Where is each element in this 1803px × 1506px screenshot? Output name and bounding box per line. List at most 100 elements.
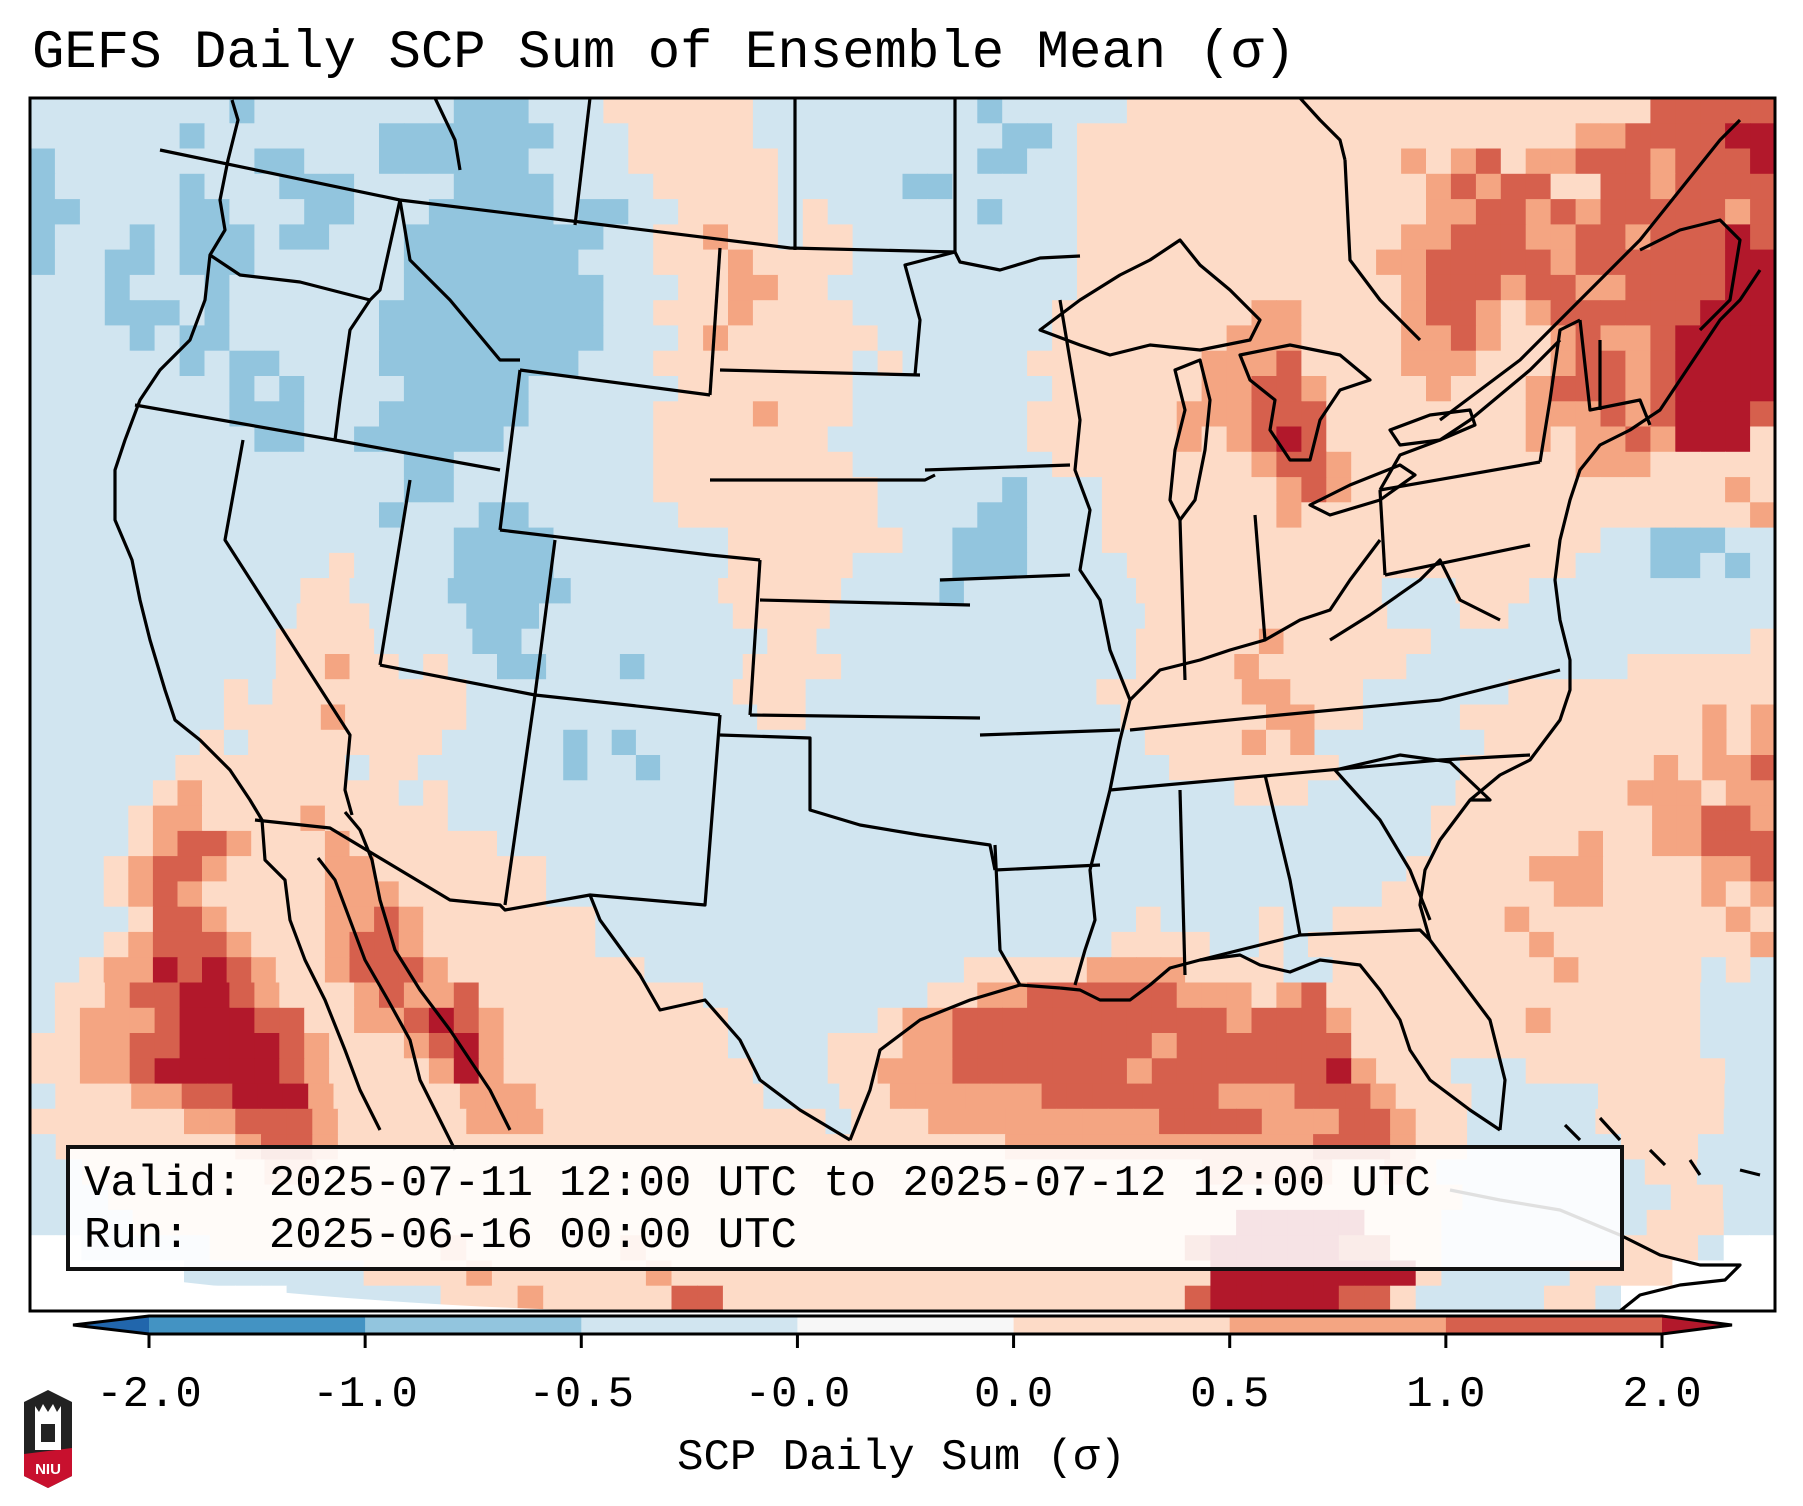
raster-cell [777,300,804,327]
raster-cell [829,729,855,756]
raster-cell [1480,931,1506,958]
raster-cell [1126,224,1153,251]
raster-cell [1676,578,1702,604]
raster-cell [1376,325,1402,352]
raster-cell [1169,729,1194,756]
raster-cell [54,224,81,251]
raster-cell [1013,578,1039,604]
raster-cell [653,173,679,200]
raster-cell [1553,957,1579,984]
raster-cell [1625,199,1651,225]
raster-cell [30,300,56,327]
raster-cell [423,805,449,832]
raster-cell [1702,755,1728,781]
raster-cell [1072,755,1097,781]
raster-cell [129,1007,156,1034]
raster-cell [279,982,305,1009]
raster-cell [30,350,56,377]
raster-cell [1556,729,1582,756]
raster-cell [1107,1285,1135,1311]
raster-cell [30,704,55,731]
raster-cell [1426,98,1452,124]
raster-cell [1326,426,1352,453]
raster-cell [254,1033,280,1059]
raster-cell [1023,755,1049,781]
raster-cell [678,98,704,124]
raster-cell [279,376,305,402]
raster-cell [1176,1007,1203,1034]
raster-cell [1226,982,1253,1009]
raster-cell [184,1108,211,1135]
raster-cell [757,679,782,706]
raster-cell [1700,1058,1726,1085]
raster-cell [398,805,424,832]
raster-cell [329,350,355,377]
raster-cell [354,401,380,428]
raster-cell [374,830,400,857]
raster-cell [952,300,978,327]
raster-cell [553,1007,579,1034]
raster-cell [1159,1285,1186,1311]
raster-cell [229,224,255,251]
raster-cell [272,729,298,756]
raster-cell [528,426,555,453]
raster-cell [1675,1058,1701,1085]
raster-cell [902,148,928,175]
raster-cell [1673,1083,1700,1110]
raster-cell [1169,755,1194,781]
raster-cell [767,906,793,933]
raster-cell [1201,982,1228,1009]
raster-cell [251,906,277,933]
raster-cell [1500,274,1527,301]
colorbar-segment [149,1316,366,1334]
raster-cell [802,173,829,200]
raster-cell [503,982,530,1009]
raster-cell [403,325,430,352]
raster-cell [653,552,679,579]
raster-cell [179,552,206,579]
raster-cell [78,729,104,756]
raster-cell [510,1083,537,1110]
raster-cell [1363,729,1388,756]
raster-cell [30,1134,57,1160]
raster-cell [854,755,879,781]
raster-cell [767,881,793,908]
raster-cell [497,578,523,604]
raster-cell [977,199,1003,225]
raster-cell [1308,654,1334,680]
raster-cell [570,578,596,604]
raster-cell [1201,249,1228,276]
raster-cell [1726,729,1752,756]
raster-cell [1627,578,1653,604]
raster-cell [1251,552,1277,579]
raster-cell [104,376,131,402]
raster-cell [428,982,455,1009]
raster-cell [329,401,355,428]
raster-cell [635,679,661,706]
raster-cell [1072,704,1097,731]
raster-cell [1700,1007,1726,1034]
raster-cell [1111,830,1137,857]
raster-cell [1376,1033,1402,1059]
raster-cell [279,350,305,377]
raster-cell [628,401,654,428]
raster-cell [329,982,355,1009]
raster-cell [1525,199,1552,225]
raster-cell [379,477,405,503]
raster-cell [988,805,1014,832]
raster-cell [1126,98,1153,124]
raster-cell [1600,123,1626,150]
raster-cell [926,755,952,781]
raster-cell [748,1108,775,1135]
raster-cell [963,805,990,832]
raster-cell [1750,982,1775,1009]
raster-cell [379,451,405,478]
raster-cell [1455,906,1481,933]
raster-cell [703,249,729,276]
raster-cell [703,173,729,200]
raster-cell [578,1007,604,1034]
raster-cell [104,477,131,503]
raster-cell [279,527,305,554]
raster-cell [329,199,355,225]
raster-cell [1401,123,1427,150]
